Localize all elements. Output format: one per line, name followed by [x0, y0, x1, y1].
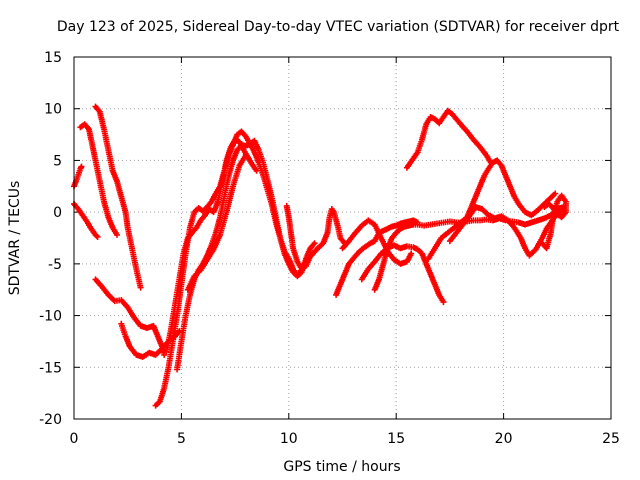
y-tick-label: -5	[48, 257, 62, 273]
y-tick-labels: -20 -15 -10 -5 0 5 10 15	[39, 50, 62, 428]
y-tick-label: -20	[39, 412, 62, 428]
data-points	[71, 103, 569, 409]
y-tick-label: 0	[53, 205, 62, 221]
y-tick-label: 15	[44, 50, 62, 66]
x-tick-label: 5	[177, 431, 186, 447]
x-tick-labels: 0 5 10 15 20 25	[70, 431, 620, 447]
data-markers	[71, 103, 569, 409]
plot-frame	[73, 56, 612, 420]
x-tick-label: 0	[70, 431, 79, 447]
y-tick-label: 5	[53, 153, 62, 169]
y-tick-label: -10	[39, 309, 62, 325]
x-tick-label: 10	[280, 431, 298, 447]
y-axis-label: SDTVAR / TECUs	[7, 181, 23, 296]
chart-title: Day 123 of 2025, Sidereal Day-to-day VTE…	[57, 19, 620, 35]
x-tick-label: 15	[387, 431, 405, 447]
x-tick-label: 25	[602, 431, 620, 447]
y-tick-label: -15	[39, 360, 62, 376]
x-axis-label: GPS time / hours	[283, 459, 400, 475]
x-tick-label: 20	[495, 431, 513, 447]
y-tick-label: 10	[44, 102, 62, 118]
